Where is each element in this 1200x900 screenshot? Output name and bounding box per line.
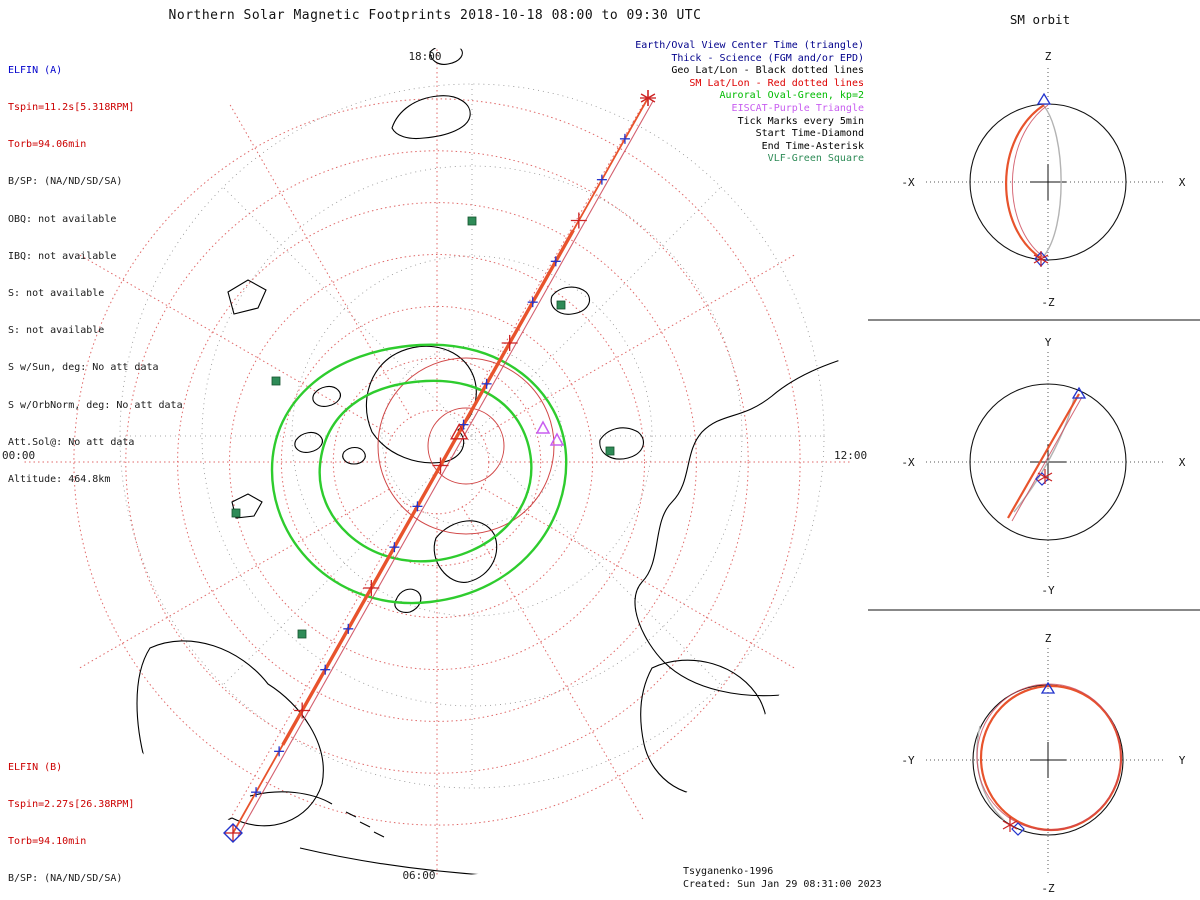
axis-label-down: -Z: [1041, 296, 1055, 309]
orbit-track-science-segment: [281, 229, 575, 746]
center-time-triangle-icon: [1040, 681, 1056, 694]
eiscat-triangle-icon: [549, 432, 565, 446]
elfin-a-info-block: ELFIN (A) Tspin=11.2s[5.318RPM] Torb=94.…: [8, 40, 183, 511]
vlf-square-icon: [297, 629, 307, 639]
earth-disk: [969, 383, 1127, 541]
vlf-square-icon: [467, 216, 477, 226]
axis-label-right: Y: [1179, 754, 1186, 767]
orbit-arc-b: [1011, 396, 1083, 522]
elfin-a-sun: S w/Sun, deg: No att data: [8, 362, 159, 374]
elfin-a-attsol: Att.Sol@: No att data: [8, 436, 135, 448]
axis-label-down: -Y: [1041, 584, 1055, 597]
elfin-b-name: ELFIN (B): [8, 761, 63, 773]
auroral-oval: [270, 343, 568, 605]
elfin-a-orbnorm: S w/OrbNorm, deg: No att data: [8, 399, 183, 411]
axis-label-up: Z: [1045, 632, 1052, 645]
legend-eiscat: EISCAT-Purple Triangle: [731, 102, 864, 114]
mlt-label-18: 18:00: [408, 50, 442, 63]
legend-vlf-square: VLF-Green Square: [767, 153, 864, 165]
mlt-label-06: 06:00: [402, 869, 436, 882]
start-diamond-icon: [223, 823, 243, 843]
map-title: Northern Solar Magnetic Footprints 2018-…: [168, 8, 702, 23]
center-time-triangle-icon: [1071, 386, 1087, 399]
axis-label-up: Z: [1045, 50, 1052, 63]
legend-geo-grid: Geo Lat/Lon - Black dotted lines: [671, 65, 864, 77]
mlt-label-12: 12:00: [834, 449, 868, 462]
axis-label-left: -Y: [901, 754, 915, 767]
vlf-square-icon: [556, 300, 566, 310]
elfin-a-obq: OBQ: not available: [8, 213, 117, 225]
map-legend: Earth/Oval View Center Time (triangle) T…: [534, 40, 864, 166]
orbit-track-b: [237, 100, 654, 837]
elfin-a-bsp: B/SP: (NA/ND/SD/SA): [8, 176, 123, 188]
orbit-arc: [1005, 104, 1045, 259]
polar-map: [23, 48, 851, 876]
elfin-a-name: ELFIN (A): [8, 64, 63, 76]
geo-graticule: [119, 83, 825, 789]
vlf-square-icon: [271, 376, 281, 386]
elfin-b-bsp: B/SP: (NA/ND/SD/SA): [8, 873, 123, 885]
legend-auroral-oval: Auroral Oval-Green, kp=2: [719, 90, 865, 102]
legend-tick-marks: Tick Marks every 5min: [737, 115, 864, 127]
elfin-a-torb: Torb=94.06min: [8, 139, 87, 151]
elfin-b-torb: Torb=94.10min: [8, 836, 87, 848]
legend-start-diamond: Start Time-Diamond: [755, 128, 864, 140]
elfin-b-tspin: Tspin=2.27s[26.38RPM]: [8, 799, 135, 811]
elfin-a-ibq: IBQ: not available: [8, 250, 117, 262]
end-asterisk-icon: [640, 93, 656, 103]
orbit-panel-title: SM orbit: [1009, 12, 1071, 27]
axis-label-left: -X: [901, 456, 915, 469]
axis-label-left: -X: [901, 176, 915, 189]
elfin-a-s1: S: not available: [8, 288, 105, 300]
model-label: Tsyganenko-1996: [683, 866, 774, 877]
legend-thick-science: Thick - Science (FGM and/or EPD): [671, 52, 864, 64]
created-label: Created: Sun Jan 29 08:31:00 2023: [683, 879, 882, 890]
sm-orbit-panel-yz: Z -Z -Y Y: [901, 632, 1185, 895]
mlt-label-00: 00:00: [2, 449, 36, 462]
panel-divider-lines: [868, 319, 1200, 611]
elfin-a-s2: S: not available: [8, 325, 105, 337]
vlf-square-icon: [231, 508, 241, 518]
elfin-b-info-block: ELFIN (B) Tspin=2.27s[26.38RPM] Torb=94.…: [8, 737, 183, 900]
eiscat-triangle-icon: [535, 420, 551, 434]
axis-label-down: -Z: [1041, 882, 1055, 895]
axis-label-right: X: [1179, 456, 1186, 469]
elfin-a-tspin: Tspin=11.2s[5.318RPM]: [8, 102, 135, 114]
far-orbit-arc: [1042, 105, 1062, 258]
sm-pole-circles: [377, 357, 555, 535]
sm-orbit-panel-xz: Z -Z -X X: [901, 50, 1185, 309]
legend-sm-grid: SM Lat/Lon - Red dotted lines: [689, 77, 864, 89]
axis-label-up: Y: [1045, 336, 1052, 349]
legend-center-time: Earth/Oval View Center Time (triangle): [635, 40, 864, 51]
axis-label-right: X: [1179, 176, 1186, 189]
orbit-arc-b: [1011, 104, 1049, 259]
sm-orbit-panels: Z -Z -X X Y -Y -X X: [868, 50, 1200, 895]
center-time-triangle-icon: [1036, 92, 1052, 105]
sm-orbit-panel-xy: Y -Y -X X: [901, 336, 1185, 597]
elfin-a-altitude: Altitude: 464.8km: [8, 474, 111, 486]
orbit-track-layer: [223, 90, 656, 843]
orbit-arc: [1007, 393, 1080, 519]
legend-end-asterisk: End Time-Asterisk: [761, 140, 864, 152]
sm-graticule: [23, 48, 851, 876]
vlf-square-icon: [605, 446, 615, 456]
center-time-triangle-icon: [449, 422, 469, 440]
